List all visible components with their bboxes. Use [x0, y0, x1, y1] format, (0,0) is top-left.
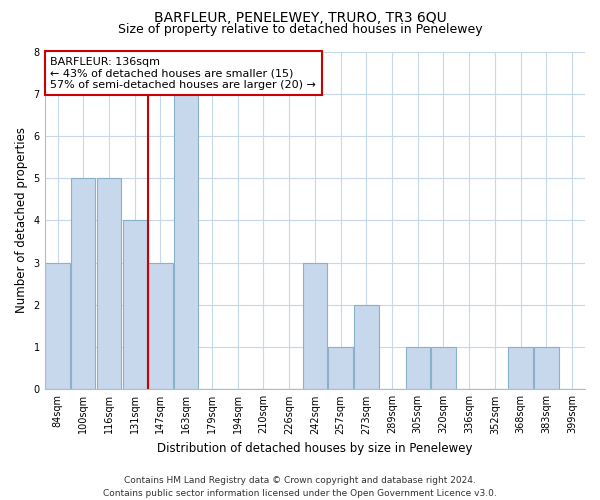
- Bar: [174, 94, 199, 390]
- Text: BARFLEUR, PENELEWEY, TRURO, TR3 6QU: BARFLEUR, PENELEWEY, TRURO, TR3 6QU: [154, 11, 446, 25]
- Text: BARFLEUR: 136sqm
← 43% of detached houses are smaller (15)
57% of semi-detached : BARFLEUR: 136sqm ← 43% of detached house…: [50, 56, 316, 90]
- Bar: [406, 347, 430, 390]
- X-axis label: Distribution of detached houses by size in Penelewey: Distribution of detached houses by size …: [157, 442, 473, 455]
- Bar: [148, 262, 173, 390]
- Bar: [354, 305, 379, 390]
- Bar: [534, 347, 559, 390]
- Bar: [71, 178, 95, 390]
- Bar: [508, 347, 533, 390]
- Y-axis label: Number of detached properties: Number of detached properties: [15, 128, 28, 314]
- Bar: [122, 220, 147, 390]
- Bar: [431, 347, 456, 390]
- Bar: [302, 262, 327, 390]
- Bar: [328, 347, 353, 390]
- Bar: [97, 178, 121, 390]
- Text: Contains HM Land Registry data © Crown copyright and database right 2024.
Contai: Contains HM Land Registry data © Crown c…: [103, 476, 497, 498]
- Bar: [46, 262, 70, 390]
- Text: Size of property relative to detached houses in Penelewey: Size of property relative to detached ho…: [118, 22, 482, 36]
